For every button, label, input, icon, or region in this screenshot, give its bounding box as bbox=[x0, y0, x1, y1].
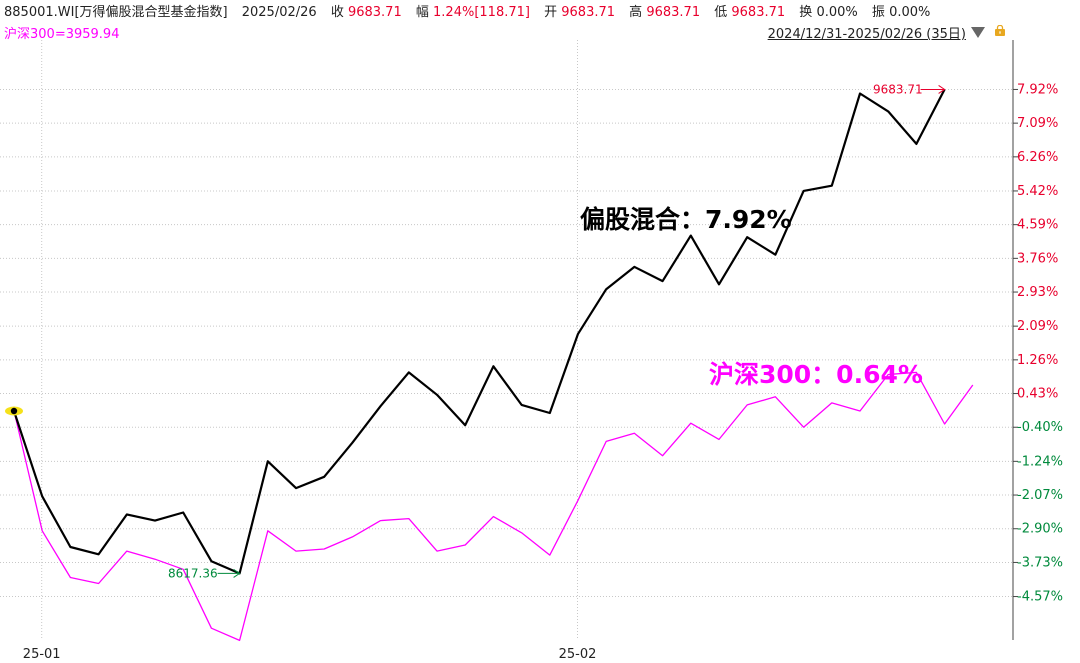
triangle-down-icon[interactable] bbox=[971, 27, 985, 38]
change-label: 幅 bbox=[415, 5, 429, 20]
x-tick-label: 25-02 bbox=[559, 647, 597, 662]
quote-header: 885001.WI[万得偏股混合型基金指数] 2025/02/26 收 9683… bbox=[4, 1, 930, 20]
quote-date: 2025/02/26 bbox=[241, 5, 317, 20]
amplitude-label: 振 bbox=[871, 5, 885, 20]
y-tick-label: -2.90% bbox=[1017, 522, 1063, 537]
fund-series-annotation: 偏股混合：7.92% bbox=[580, 205, 792, 234]
y-tick-label: 2.93% bbox=[1017, 285, 1058, 300]
y-tick-label: 3.76% bbox=[1017, 251, 1058, 266]
y-tick-label: 7.09% bbox=[1017, 116, 1058, 131]
close-label: 收 bbox=[330, 5, 344, 20]
min-value-label: 8617.36 bbox=[168, 566, 218, 580]
y-tick-label: 1.26% bbox=[1017, 353, 1058, 368]
csi300-value: 沪深300=3959.94 bbox=[4, 27, 120, 42]
index-code: 885001.WI[万得偏股混合型基金指数] bbox=[4, 5, 228, 20]
y-tick-label: 4.59% bbox=[1017, 218, 1058, 233]
y-tick-label: -1.24% bbox=[1017, 454, 1063, 469]
max-value-label: 9683.71 bbox=[873, 82, 923, 96]
min-arrow-head bbox=[233, 568, 241, 578]
high-value: 9683.71 bbox=[646, 5, 701, 20]
y-tick-label: -0.40% bbox=[1017, 420, 1063, 435]
turnover-label: 换 bbox=[799, 5, 813, 20]
fund-series-line bbox=[12, 88, 946, 575]
open-label: 开 bbox=[544, 5, 558, 20]
csi300-series-annotation: 沪深300：0.64% bbox=[709, 360, 923, 389]
csi300-series-line bbox=[13, 371, 974, 642]
date-range-selector[interactable]: 2024/12/31-2025/02/26 (35日) bbox=[767, 27, 966, 42]
max-arrow-head bbox=[938, 85, 946, 94]
low-label: 低 bbox=[714, 5, 728, 20]
change-value: 1.24%[118.71] bbox=[433, 5, 530, 20]
close-value: 9683.71 bbox=[347, 5, 402, 20]
high-label: 高 bbox=[629, 5, 643, 20]
y-tick-label: -2.07% bbox=[1017, 488, 1063, 503]
y-tick-label: 0.43% bbox=[1017, 387, 1058, 402]
low-value: 9683.71 bbox=[731, 5, 786, 20]
lock-icon[interactable] bbox=[995, 25, 1005, 36]
x-tick-label: 25-01 bbox=[23, 647, 61, 662]
y-tick-label: -4.57% bbox=[1017, 590, 1063, 605]
start-marker bbox=[10, 407, 18, 415]
amplitude-value: 0.00% bbox=[889, 5, 931, 20]
y-tick-label: 5.42% bbox=[1017, 184, 1058, 199]
y-tick-label: 6.26% bbox=[1017, 150, 1058, 165]
y-tick-label: -3.73% bbox=[1017, 555, 1063, 570]
y-tick-label: 2.09% bbox=[1017, 319, 1058, 334]
turnover-value: 0.00% bbox=[816, 5, 858, 20]
y-tick-label: 7.92% bbox=[1017, 82, 1058, 97]
open-value: 9683.71 bbox=[561, 5, 616, 20]
